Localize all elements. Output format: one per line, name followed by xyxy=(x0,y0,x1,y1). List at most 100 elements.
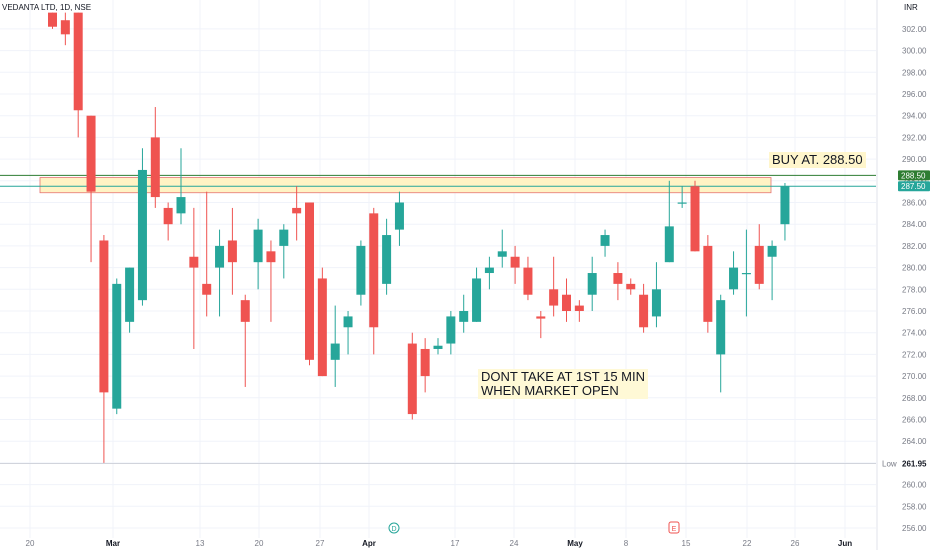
candle xyxy=(741,229,751,317)
candle xyxy=(163,202,173,241)
candle-body xyxy=(215,245,225,268)
dividend-marker-circle xyxy=(388,522,400,534)
price-tick-label: 298.00 xyxy=(902,68,927,77)
candle-body xyxy=(716,300,726,355)
candle xyxy=(292,186,302,241)
price-tag-bg xyxy=(898,170,930,181)
price-tick-label: 302.00 xyxy=(902,25,927,34)
candle xyxy=(189,207,199,349)
candle-body xyxy=(176,197,186,214)
candle xyxy=(536,311,546,339)
candle xyxy=(433,338,443,355)
candle-body xyxy=(125,267,135,322)
candle xyxy=(703,235,713,333)
price-tag-value: 287.50 xyxy=(901,182,926,191)
candle xyxy=(562,278,571,322)
candle xyxy=(664,180,674,263)
time-tick-label: 17 xyxy=(451,539,460,548)
candle-body xyxy=(420,348,430,377)
candle xyxy=(266,240,276,322)
price-tick-label: 290.00 xyxy=(902,155,927,164)
time-axis: 20 Mar 13 20 27 Apr 17 24 May 8 15 22 26 Jun xyxy=(26,539,853,548)
candle-body xyxy=(472,278,482,322)
time-tick-label: 20 xyxy=(26,539,35,548)
price-tag-prefix: Low xyxy=(882,459,897,468)
candle xyxy=(716,294,726,393)
candle xyxy=(215,229,225,317)
currency-label: INR xyxy=(904,3,918,12)
time-tick-label: 8 xyxy=(624,539,629,548)
price-zone-layer xyxy=(39,177,772,194)
candle xyxy=(729,251,739,295)
earnings-marker-box xyxy=(668,521,680,534)
candle xyxy=(574,300,584,322)
candle-body xyxy=(562,294,571,311)
candle-body xyxy=(459,311,469,322)
time-tick-label: 24 xyxy=(510,539,519,548)
dividend-marker-label: D xyxy=(391,526,396,533)
buy-zone xyxy=(39,177,772,194)
candle-body xyxy=(317,278,327,377)
candle xyxy=(420,338,430,393)
candle-body xyxy=(189,256,199,268)
candle-body xyxy=(73,12,83,111)
candle xyxy=(369,207,379,355)
price-tick-label: 260.00 xyxy=(902,481,927,490)
candle-body xyxy=(330,343,340,360)
candle-body xyxy=(305,202,314,360)
time-tick-label: Mar xyxy=(106,539,120,548)
price-tag-value: 288.50 xyxy=(901,171,926,180)
price-tag-bg xyxy=(878,457,930,469)
candle-body xyxy=(60,20,70,35)
price-axis: 256.00258.00260.00262.00264.00266.00268.… xyxy=(878,25,930,533)
price-tick-label: 258.00 xyxy=(902,502,927,511)
candle xyxy=(137,148,147,306)
candle xyxy=(459,294,469,333)
price-tick-label: 294.00 xyxy=(902,112,927,121)
candle-body xyxy=(369,213,379,328)
candle xyxy=(343,311,353,355)
candle xyxy=(99,235,109,463)
price-tag: Low 261.95 xyxy=(878,457,930,469)
candle xyxy=(60,12,70,46)
earnings-marker: E xyxy=(668,521,680,534)
candle-body xyxy=(253,229,263,263)
candle-body xyxy=(356,245,366,295)
candle xyxy=(484,256,494,290)
time-tick-label: 22 xyxy=(743,539,752,548)
time-tick-label: 27 xyxy=(316,539,325,548)
buy-note: BUY AT. 288.50 xyxy=(769,152,866,168)
price-tick-label: 296.00 xyxy=(902,90,927,99)
candle xyxy=(767,240,777,301)
candle-body xyxy=(112,283,122,409)
candle-body xyxy=(407,343,417,415)
candle xyxy=(497,229,507,268)
time-tick-label: 26 xyxy=(791,539,800,548)
candle-body xyxy=(600,235,610,246)
candle-body xyxy=(626,283,636,290)
candle xyxy=(754,224,764,290)
candle-body xyxy=(510,256,520,268)
price-tick-label: 286.00 xyxy=(902,199,927,208)
candle xyxy=(176,148,186,225)
dont-take-note: DONT TAKE AT 1ST 15 MIN WHEN MARKET OPEN xyxy=(478,369,648,399)
candle-body xyxy=(613,273,623,284)
price-tick-label: 274.00 xyxy=(902,329,927,338)
candle-body xyxy=(639,294,649,328)
candle-body xyxy=(227,240,237,263)
candle xyxy=(86,115,96,263)
price-tick-label: 264.00 xyxy=(902,437,927,446)
candle xyxy=(394,191,404,246)
price-tick-label: 300.00 xyxy=(902,47,927,56)
candle xyxy=(150,107,160,208)
candle xyxy=(202,191,212,317)
candle xyxy=(587,256,597,311)
candle-body xyxy=(729,267,739,290)
candle xyxy=(639,283,649,333)
candle xyxy=(382,218,392,295)
candle-body xyxy=(651,289,661,317)
candle-body xyxy=(703,245,713,322)
candle-body xyxy=(202,283,212,295)
